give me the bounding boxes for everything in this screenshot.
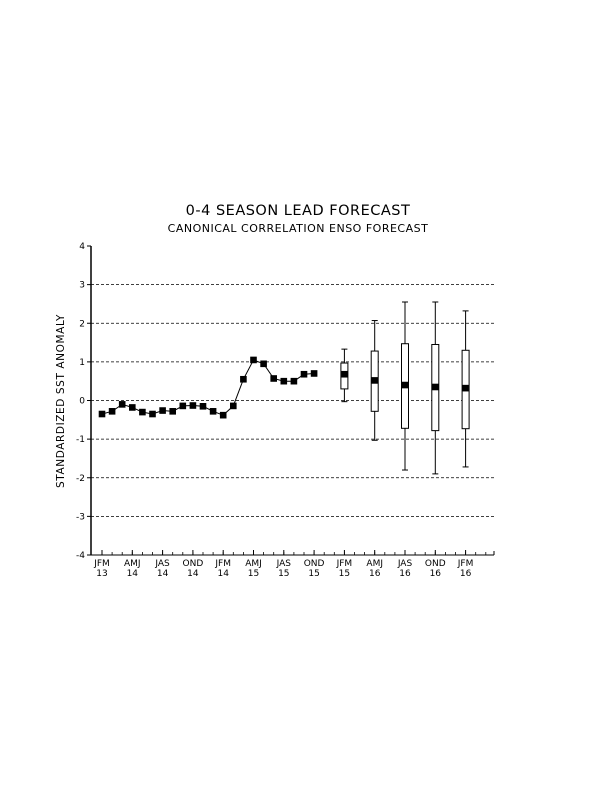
x-tick-season: JAS <box>276 559 292 569</box>
forecast-boxes <box>340 301 470 475</box>
y-axis-ticks: 4 3 2 1 0 -1 -2 -3 -4 <box>76 242 91 561</box>
y-tick-label: 1 <box>79 358 85 368</box>
observed-point <box>270 375 277 382</box>
x-tick-year: 14 <box>217 569 229 579</box>
x-tick-year: 16 <box>460 569 472 579</box>
observed-point <box>189 402 197 409</box>
x-tick-season: AMJ <box>366 559 383 569</box>
y-tick-label: -4 <box>76 551 85 561</box>
observed-point <box>199 402 207 410</box>
x-tick-year: 15 <box>278 569 289 579</box>
observed-point <box>280 377 288 385</box>
x-tick-season: JAS <box>154 559 170 569</box>
x-tick-season: JFM <box>93 559 110 569</box>
y-tick-label: -2 <box>76 474 85 484</box>
forecast-mean-point <box>462 384 469 392</box>
grid-lines <box>91 284 494 517</box>
observed-point <box>179 402 187 410</box>
forecast-mean-point <box>432 383 439 391</box>
observed-point <box>118 401 126 408</box>
x-tick-season: OND <box>425 559 446 569</box>
observed-point <box>129 404 136 411</box>
x-tick-year: 16 <box>430 569 442 579</box>
x-tick-year: 14 <box>127 569 139 579</box>
observed-point <box>108 408 116 415</box>
x-tick-year: 13 <box>96 569 107 579</box>
x-tick-year: 16 <box>399 569 411 579</box>
y-tick-label: 2 <box>79 319 85 329</box>
x-tick-year: 16 <box>369 569 381 579</box>
observed-point <box>159 407 166 414</box>
x-tick-year: 15 <box>308 569 319 579</box>
observed-point <box>240 375 247 383</box>
x-tick-year: 15 <box>248 569 259 579</box>
x-tick-season: OND <box>183 559 204 569</box>
x-tick-season: AMJ <box>124 559 141 569</box>
observed-point <box>300 370 308 378</box>
x-tick-season: OND <box>304 559 325 569</box>
x-tick-season: AMJ <box>245 559 262 569</box>
chart-subtitle: CANONICAL CORRELATION ENSO FORECAST <box>168 222 429 235</box>
x-tick-year: 14 <box>187 569 199 579</box>
observed-point <box>290 377 298 385</box>
forecast-mean-point <box>401 381 409 389</box>
y-tick-label: -1 <box>76 435 85 445</box>
x-tick-year: 14 <box>157 569 169 579</box>
x-axis-ticks: JFM13AMJ14JAS14OND14JFM14AMJ15JAS15OND15… <box>93 550 487 579</box>
observed-series <box>98 356 348 419</box>
y-tick-label: 0 <box>79 397 85 407</box>
observed-point <box>230 402 237 410</box>
observed-point <box>260 360 267 368</box>
x-tick-season: JAS <box>397 559 413 569</box>
observed-point <box>149 410 156 418</box>
y-axis-label: STANDARDIZED SST ANOMALY <box>55 314 67 488</box>
observed-point <box>219 411 227 419</box>
x-tick-season: JFM <box>214 559 231 569</box>
y-tick-label: 4 <box>79 242 85 252</box>
y-tick-label: -3 <box>76 512 85 522</box>
forecast-mean-point <box>371 377 378 384</box>
observed-point <box>139 408 146 416</box>
observed-point <box>310 370 318 377</box>
x-tick-season: JFM <box>336 559 353 569</box>
observed-line <box>101 359 315 416</box>
observed-point <box>98 410 106 418</box>
observed-point <box>250 356 257 364</box>
chart-title: 0-4 SEASON LEAD FORECAST <box>186 203 411 219</box>
x-tick-year: 15 <box>339 569 350 579</box>
forecast-mean-point <box>341 370 348 378</box>
y-tick-label: 3 <box>79 281 85 291</box>
x-tick-season: JFM <box>457 559 474 569</box>
observed-point <box>169 408 176 415</box>
observed-point <box>209 408 217 415</box>
